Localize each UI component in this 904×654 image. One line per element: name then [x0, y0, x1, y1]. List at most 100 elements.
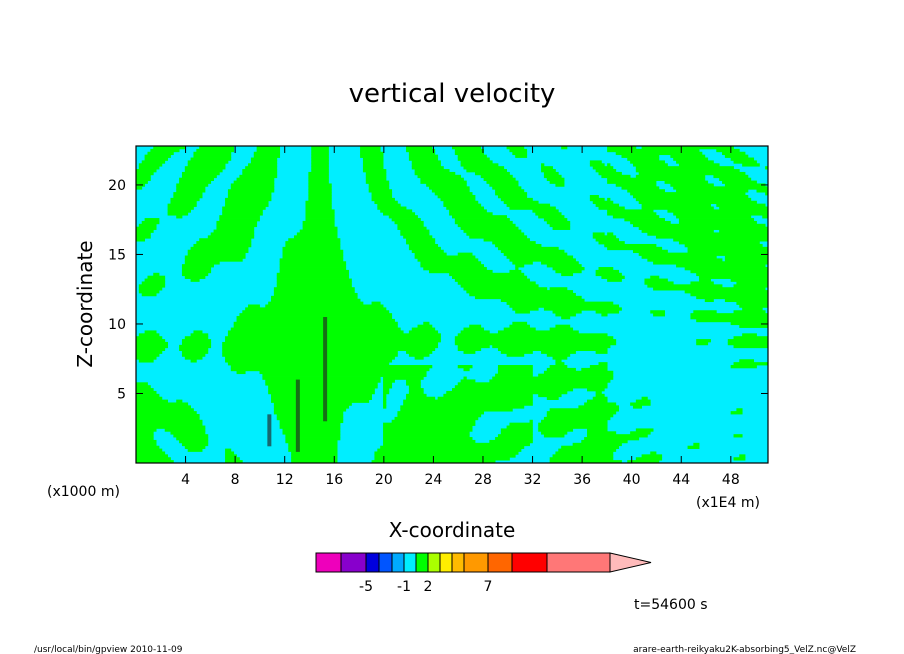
field-cell — [673, 186, 769, 190]
field-cell — [285, 434, 341, 438]
field-cell — [452, 388, 574, 392]
field-cell — [595, 272, 622, 277]
field-cell — [184, 169, 223, 173]
field-cell — [248, 304, 260, 308]
field-cell — [429, 269, 493, 274]
x-tick-label: 40 — [623, 472, 641, 488]
field-cell — [497, 367, 533, 372]
field-cell — [716, 203, 766, 207]
field-cell — [733, 310, 766, 314]
field-cell — [236, 318, 395, 323]
field-cell — [632, 249, 668, 254]
colorbar-label: 7 — [484, 579, 493, 595]
field-cell — [190, 333, 209, 337]
field-cell — [664, 180, 709, 184]
field-cell — [541, 163, 545, 167]
field-cell — [181, 272, 209, 277]
field-cell — [374, 200, 398, 205]
field-cell — [650, 451, 657, 455]
field-cell — [474, 295, 582, 300]
x-tick-label: 8 — [231, 472, 240, 488]
field-cell — [572, 442, 622, 447]
x-tick-label: 4 — [181, 472, 190, 488]
field-cell — [678, 241, 760, 245]
colorbar-segment — [546, 552, 611, 573]
field-cell — [136, 177, 151, 181]
field-cell — [253, 154, 281, 158]
field-cell — [276, 278, 352, 282]
field-cell — [549, 460, 622, 464]
field-cell — [549, 223, 571, 228]
field-cell — [411, 163, 441, 167]
field-cell — [377, 203, 401, 207]
field-cell — [383, 376, 424, 380]
field-cell — [489, 379, 611, 383]
field-cell — [227, 330, 404, 334]
field-cell — [239, 174, 278, 179]
field-cell — [383, 439, 476, 444]
field-cell — [265, 304, 384, 308]
field-cell — [615, 183, 657, 187]
field-cell — [406, 379, 421, 383]
field-cell — [173, 192, 203, 196]
field-cell — [222, 209, 263, 213]
field-cell — [262, 373, 427, 377]
field-cell — [184, 258, 243, 262]
field-cell — [500, 428, 533, 432]
field-cell — [630, 431, 651, 435]
field-cell — [736, 301, 769, 305]
field-cell — [584, 402, 617, 406]
field-cell — [632, 194, 749, 199]
field-cell — [225, 448, 232, 452]
field-cell — [196, 241, 252, 245]
field-cell — [607, 212, 657, 216]
x-axis-label: X-coordinate — [389, 518, 516, 542]
field-cell — [733, 457, 746, 461]
field-cell — [268, 301, 364, 305]
field-cell — [650, 310, 665, 314]
field-cell — [460, 330, 490, 334]
field-cell — [371, 192, 393, 196]
field-cell — [454, 148, 484, 153]
colorbar-segment — [427, 552, 441, 573]
field-cell — [406, 146, 433, 150]
field-cell — [641, 206, 714, 210]
field-cell — [581, 367, 608, 372]
field-cell — [147, 275, 166, 279]
field-cell — [391, 419, 476, 424]
field-cell — [291, 460, 338, 464]
field-cell — [170, 197, 200, 202]
field-cell — [222, 206, 266, 210]
field-cell — [136, 238, 146, 242]
field-cell — [587, 388, 605, 392]
field-cell — [374, 451, 519, 455]
field-cell — [497, 347, 608, 352]
x-tick-label: 16 — [325, 472, 343, 488]
field-cell — [503, 327, 536, 331]
field-cell — [607, 209, 654, 213]
field-cell — [285, 437, 341, 441]
field-cell — [587, 399, 608, 403]
colorbar-segment — [378, 552, 393, 573]
field-cell — [555, 324, 571, 328]
field-cell — [213, 229, 255, 233]
contour-cluster — [295, 379, 300, 452]
field-cell — [259, 370, 427, 375]
field-cell — [138, 223, 157, 228]
field-cell — [584, 437, 640, 441]
field-cell — [271, 399, 370, 403]
field-cell — [141, 160, 166, 164]
field-cell — [181, 171, 220, 176]
field-cell — [607, 177, 706, 181]
field-cell — [141, 292, 157, 297]
field-cell — [696, 295, 769, 300]
x-tick-label: 32 — [524, 472, 542, 488]
field-cell — [529, 419, 533, 424]
field-cell — [690, 316, 769, 320]
field-cell — [589, 365, 608, 369]
field-cell — [190, 278, 200, 282]
x-tick-label: 44 — [672, 472, 690, 488]
colorbar-segment — [403, 552, 417, 573]
field-cell — [452, 146, 482, 150]
field-cell — [739, 324, 769, 328]
